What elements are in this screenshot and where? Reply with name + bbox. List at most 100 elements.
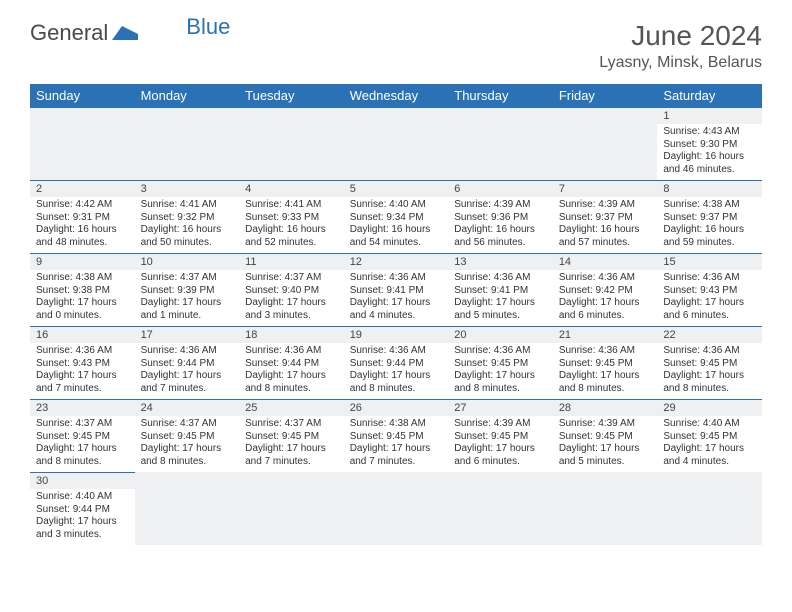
day-details: Sunrise: 4:39 AMSunset: 9:36 PMDaylight:… (448, 197, 553, 253)
day-number: 1 (657, 108, 762, 124)
calendar-cell (344, 473, 449, 546)
sunrise-text: Sunrise: 4:36 AM (454, 345, 547, 358)
day-details: Sunrise: 4:36 AMSunset: 9:45 PMDaylight:… (553, 343, 658, 399)
sunrise-text: Sunrise: 4:36 AM (559, 345, 652, 358)
title-block: June 2024 Lyasny, Minsk, Belarus (599, 20, 762, 72)
sunset-text: Sunset: 9:36 PM (454, 212, 547, 225)
sunrise-text: Sunrise: 4:36 AM (36, 345, 129, 358)
calendar-cell: 3Sunrise: 4:41 AMSunset: 9:32 PMDaylight… (135, 181, 240, 254)
sunset-text: Sunset: 9:45 PM (141, 431, 234, 444)
daylight-text: Daylight: 16 hours and 59 minutes. (663, 224, 756, 249)
day-number: 4 (239, 181, 344, 197)
sunset-text: Sunset: 9:45 PM (36, 431, 129, 444)
calendar-week-row: 30Sunrise: 4:40 AMSunset: 9:44 PMDayligh… (30, 473, 762, 546)
daylight-text: Daylight: 17 hours and 8 minutes. (454, 370, 547, 395)
calendar-cell: 4Sunrise: 4:41 AMSunset: 9:33 PMDaylight… (239, 181, 344, 254)
daylight-text: Daylight: 17 hours and 3 minutes. (245, 297, 338, 322)
calendar-body: 1Sunrise: 4:43 AMSunset: 9:30 PMDaylight… (30, 108, 762, 546)
daylight-text: Daylight: 17 hours and 8 minutes. (141, 443, 234, 468)
logo-text-blue: Blue (186, 14, 230, 40)
calendar-cell: 21Sunrise: 4:36 AMSunset: 9:45 PMDayligh… (553, 327, 658, 400)
sunrise-text: Sunrise: 4:37 AM (141, 272, 234, 285)
day-number: 20 (448, 327, 553, 343)
day-number: 9 (30, 254, 135, 270)
sunrise-text: Sunrise: 4:41 AM (245, 199, 338, 212)
day-details: Sunrise: 4:40 AMSunset: 9:34 PMDaylight:… (344, 197, 449, 253)
sunrise-text: Sunrise: 4:43 AM (663, 126, 756, 139)
sunset-text: Sunset: 9:44 PM (245, 358, 338, 371)
day-details: Sunrise: 4:38 AMSunset: 9:38 PMDaylight:… (30, 270, 135, 326)
logo: General Blue (30, 20, 230, 46)
daylight-text: Daylight: 17 hours and 7 minutes. (350, 443, 443, 468)
day-number: 19 (344, 327, 449, 343)
page-title: June 2024 (599, 20, 762, 52)
sunset-text: Sunset: 9:38 PM (36, 285, 129, 298)
sunrise-text: Sunrise: 4:36 AM (454, 272, 547, 285)
daylight-text: Daylight: 17 hours and 7 minutes. (245, 443, 338, 468)
sunset-text: Sunset: 9:41 PM (350, 285, 443, 298)
daylight-text: Daylight: 17 hours and 4 minutes. (663, 443, 756, 468)
calendar-cell: 5Sunrise: 4:40 AMSunset: 9:34 PMDaylight… (344, 181, 449, 254)
sunset-text: Sunset: 9:45 PM (245, 431, 338, 444)
sunset-text: Sunset: 9:30 PM (663, 139, 756, 152)
day-header: Sunday (30, 84, 135, 108)
day-details: Sunrise: 4:36 AMSunset: 9:43 PMDaylight:… (657, 270, 762, 326)
daylight-text: Daylight: 17 hours and 7 minutes. (36, 370, 129, 395)
day-details: Sunrise: 4:37 AMSunset: 9:40 PMDaylight:… (239, 270, 344, 326)
day-details: Sunrise: 4:38 AMSunset: 9:45 PMDaylight:… (344, 416, 449, 472)
day-number: 8 (657, 181, 762, 197)
day-number: 14 (553, 254, 658, 270)
daylight-text: Daylight: 17 hours and 8 minutes. (663, 370, 756, 395)
day-number: 17 (135, 327, 240, 343)
day-number: 26 (344, 400, 449, 416)
logo-icon (112, 20, 138, 46)
calendar-cell: 14Sunrise: 4:36 AMSunset: 9:42 PMDayligh… (553, 254, 658, 327)
calendar-cell: 27Sunrise: 4:39 AMSunset: 9:45 PMDayligh… (448, 400, 553, 473)
daylight-text: Daylight: 17 hours and 6 minutes. (454, 443, 547, 468)
day-details: Sunrise: 4:36 AMSunset: 9:45 PMDaylight:… (448, 343, 553, 399)
day-details: Sunrise: 4:36 AMSunset: 9:41 PMDaylight:… (448, 270, 553, 326)
calendar-cell: 22Sunrise: 4:36 AMSunset: 9:45 PMDayligh… (657, 327, 762, 400)
calendar-cell: 17Sunrise: 4:36 AMSunset: 9:44 PMDayligh… (135, 327, 240, 400)
calendar-cell (135, 108, 240, 181)
daylight-text: Daylight: 17 hours and 0 minutes. (36, 297, 129, 322)
day-details: Sunrise: 4:39 AMSunset: 9:37 PMDaylight:… (553, 197, 658, 253)
day-details: Sunrise: 4:36 AMSunset: 9:42 PMDaylight:… (553, 270, 658, 326)
day-number: 30 (30, 473, 135, 489)
calendar-cell: 6Sunrise: 4:39 AMSunset: 9:36 PMDaylight… (448, 181, 553, 254)
calendar-cell: 1Sunrise: 4:43 AMSunset: 9:30 PMDaylight… (657, 108, 762, 181)
location-text: Lyasny, Minsk, Belarus (599, 54, 762, 72)
daylight-text: Daylight: 17 hours and 1 minute. (141, 297, 234, 322)
logo-text-general: General (30, 20, 108, 46)
day-header: Monday (135, 84, 240, 108)
calendar-cell: 11Sunrise: 4:37 AMSunset: 9:40 PMDayligh… (239, 254, 344, 327)
day-number: 3 (135, 181, 240, 197)
calendar-cell: 25Sunrise: 4:37 AMSunset: 9:45 PMDayligh… (239, 400, 344, 473)
sunset-text: Sunset: 9:33 PM (245, 212, 338, 225)
sunset-text: Sunset: 9:31 PM (36, 212, 129, 225)
day-number: 10 (135, 254, 240, 270)
sunrise-text: Sunrise: 4:36 AM (350, 345, 443, 358)
calendar-cell: 18Sunrise: 4:36 AMSunset: 9:44 PMDayligh… (239, 327, 344, 400)
sunset-text: Sunset: 9:43 PM (663, 285, 756, 298)
header: General Blue June 2024 Lyasny, Minsk, Be… (30, 20, 762, 72)
day-details: Sunrise: 4:42 AMSunset: 9:31 PMDaylight:… (30, 197, 135, 253)
sunset-text: Sunset: 9:45 PM (559, 431, 652, 444)
calendar-cell (135, 473, 240, 546)
calendar-cell (344, 108, 449, 181)
daylight-text: Daylight: 16 hours and 54 minutes. (350, 224, 443, 249)
day-details: Sunrise: 4:39 AMSunset: 9:45 PMDaylight:… (448, 416, 553, 472)
day-details: Sunrise: 4:41 AMSunset: 9:32 PMDaylight:… (135, 197, 240, 253)
sunset-text: Sunset: 9:39 PM (141, 285, 234, 298)
calendar-cell: 16Sunrise: 4:36 AMSunset: 9:43 PMDayligh… (30, 327, 135, 400)
day-number: 21 (553, 327, 658, 343)
day-number: 23 (30, 400, 135, 416)
day-details: Sunrise: 4:43 AMSunset: 9:30 PMDaylight:… (657, 124, 762, 180)
day-number: 29 (657, 400, 762, 416)
calendar-cell: 13Sunrise: 4:36 AMSunset: 9:41 PMDayligh… (448, 254, 553, 327)
calendar-cell: 28Sunrise: 4:39 AMSunset: 9:45 PMDayligh… (553, 400, 658, 473)
calendar-cell: 7Sunrise: 4:39 AMSunset: 9:37 PMDaylight… (553, 181, 658, 254)
sunset-text: Sunset: 9:45 PM (350, 431, 443, 444)
day-number: 12 (344, 254, 449, 270)
sunset-text: Sunset: 9:37 PM (663, 212, 756, 225)
